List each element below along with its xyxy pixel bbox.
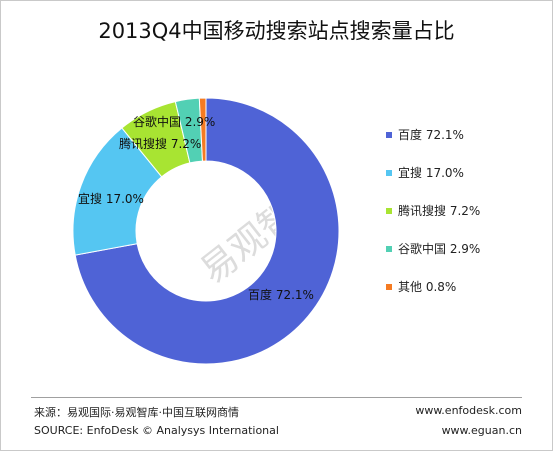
legend-label: 其他 0.8% [398, 280, 457, 294]
label-google: 谷歌中国 2.9% [133, 114, 215, 129]
slice-baidu [74, 97, 340, 365]
source-cn: 来源：易观国际·易观智库·中国互联网商情 [34, 406, 239, 419]
label-baidu: 百度 72.1% [248, 287, 314, 302]
legend-swatch [386, 132, 392, 138]
slice-other [198, 97, 207, 162]
site-link-enfodesk[interactable]: www.enfodesk.com [415, 404, 522, 417]
legend-swatch [386, 208, 392, 214]
legend-swatch [386, 170, 392, 176]
legend-swatch [386, 246, 392, 252]
footer-divider [31, 397, 522, 398]
legend-label: 腾讯搜搜 7.2% [398, 204, 481, 218]
label-soso: 腾讯搜搜 7.2% [119, 136, 201, 151]
legend-label: 宜搜 17.0% [398, 166, 464, 180]
label-yisou: 宜搜 17.0% [78, 191, 144, 206]
site-link-eguan[interactable]: www.eguan.cn [441, 424, 522, 437]
legend-label: 谷歌中国 2.9% [398, 242, 481, 256]
legend-swatch [386, 284, 392, 290]
legend-label: 百度 72.1% [398, 128, 464, 142]
chart-title: 2013Q4中国移动搜索站点搜索量占比 [98, 19, 455, 43]
source-en: SOURCE: EnfoDesk © Analysys Internationa… [34, 424, 279, 437]
